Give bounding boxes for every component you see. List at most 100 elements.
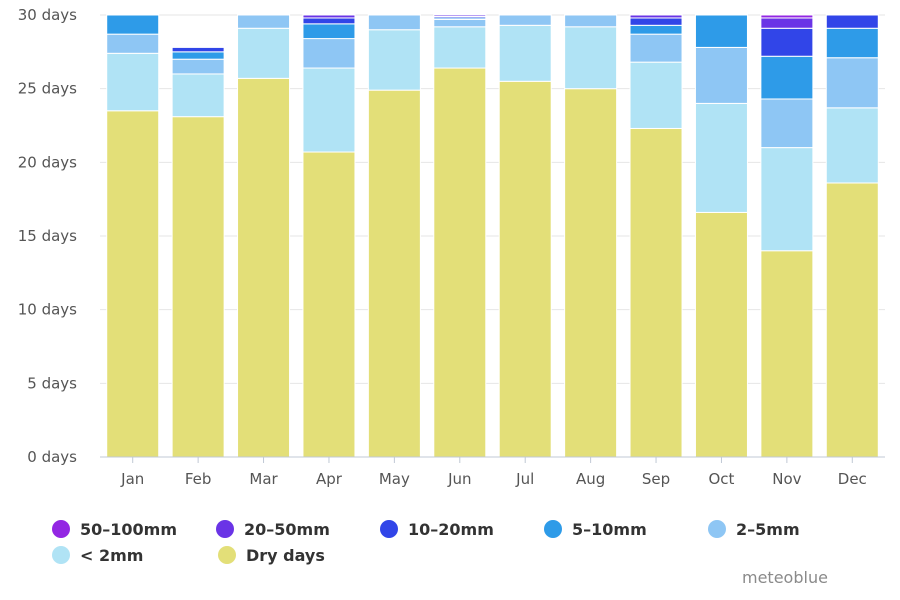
bar-segment <box>629 61 683 129</box>
y-tick-label: 15 days <box>18 227 77 245</box>
legend-color-dot <box>218 546 236 564</box>
bar-segment <box>171 46 225 53</box>
x-tick-label: Jul <box>515 470 534 488</box>
bar-segment <box>760 98 814 149</box>
y-tick-label: 20 days <box>18 153 77 171</box>
x-tick-label: Aug <box>576 470 605 488</box>
x-tick-label: Jun <box>447 470 471 488</box>
x-tick-label: Oct <box>708 470 734 488</box>
bar-segment <box>433 26 487 69</box>
bar-segment <box>629 17 683 26</box>
bar-segment <box>367 14 421 31</box>
bar-segment <box>760 250 814 458</box>
legend-color-dot <box>708 520 726 538</box>
bar-segment <box>171 51 225 60</box>
bar-segment <box>760 147 814 252</box>
legend-item[interactable]: < 2mm <box>52 546 218 565</box>
x-tick-label: Sep <box>642 470 670 488</box>
bar-segment <box>433 18 487 28</box>
bar-segment <box>629 14 683 19</box>
x-tick-label: Mar <box>249 470 278 488</box>
x-tick-label: May <box>379 470 410 488</box>
bar-segment <box>694 102 748 213</box>
credit-text: meteoblue <box>742 568 828 587</box>
bar-segment <box>629 127 683 458</box>
bar-segment <box>106 110 160 458</box>
legend-color-dot <box>380 520 398 538</box>
bar-segment <box>694 211 748 458</box>
legend-color-dot <box>52 520 70 538</box>
bar-segment <box>498 24 552 82</box>
bar-segment <box>629 24 683 35</box>
bar-segment <box>760 27 814 57</box>
bar-segment <box>564 26 618 90</box>
bar-segment <box>302 17 356 25</box>
bar-segment <box>498 14 552 26</box>
bar-segment <box>302 14 356 19</box>
bar-segment <box>825 57 879 109</box>
bar-segment <box>825 27 879 59</box>
bar-segment <box>302 23 356 40</box>
bar-segment <box>302 67 356 153</box>
legend-label: < 2mm <box>80 545 144 565</box>
bar-segment <box>433 67 487 458</box>
bar-segment <box>302 38 356 69</box>
bar-segment <box>825 182 879 458</box>
legend-item[interactable]: 50–100mm <box>52 520 216 539</box>
x-tick-label: Feb <box>185 470 212 488</box>
bar-segment <box>629 33 683 63</box>
legend-item[interactable]: Dry days <box>218 546 384 565</box>
bar-segment <box>106 14 160 35</box>
grid-lines <box>100 14 885 384</box>
bars <box>106 14 879 458</box>
bar-segment <box>171 58 225 75</box>
legend-item[interactable]: 20–50mm <box>216 520 380 539</box>
bar-segment <box>564 88 618 458</box>
bar-segment <box>498 80 552 458</box>
x-tick-label: Nov <box>772 470 801 488</box>
bar-segment <box>564 14 618 28</box>
bar-segment <box>825 107 879 184</box>
legend-label: 20–50mm <box>244 519 330 539</box>
bar-segment <box>825 14 879 29</box>
bar-segment <box>106 52 160 112</box>
legend-item[interactable]: 5–10mm <box>544 520 708 539</box>
bar-segment <box>171 73 225 118</box>
x-tick-label: Apr <box>316 470 343 488</box>
legend-row: < 2mm Dry days <box>52 542 872 568</box>
y-tick-label: 30 days <box>18 6 77 24</box>
y-tick-label: 25 days <box>18 80 77 98</box>
bar-segment <box>237 77 291 458</box>
x-tick-label: Jan <box>120 470 144 488</box>
bar-segment <box>433 14 487 17</box>
legend: 50–100mm 20–50mm 10–20mm 5–10mm 2–5mm < 2mm Dr… <box>52 516 872 568</box>
legend-label: 50–100mm <box>80 519 178 539</box>
bar-segment <box>367 89 421 458</box>
bar-segment <box>760 55 814 100</box>
legend-color-dot <box>216 520 234 538</box>
bar-segment <box>171 116 225 458</box>
y-tick-label: 10 days <box>18 301 77 319</box>
legend-label: 2–5mm <box>736 519 800 539</box>
legend-color-dot <box>544 520 562 538</box>
bar-segment <box>760 14 814 19</box>
bar-segment <box>237 14 291 29</box>
legend-row: 50–100mm 20–50mm 10–20mm 5–10mm 2–5mm <box>52 516 872 542</box>
bar-segment <box>106 33 160 54</box>
x-tick-label: Dec <box>838 470 867 488</box>
y-axis-ticks: 0 days 5 days 10 days 15 days 20 days 25 days… <box>18 6 77 466</box>
bar-segment <box>237 27 291 79</box>
legend-label: Dry days <box>246 545 325 565</box>
legend-label: 10–20mm <box>408 519 494 539</box>
bar-segment <box>760 17 814 29</box>
legend-item[interactable]: 10–20mm <box>380 520 544 539</box>
bar-segment <box>694 14 748 48</box>
y-tick-label: 0 days <box>27 448 77 466</box>
y-tick-label: 5 days <box>27 374 77 392</box>
legend-item[interactable]: 2–5mm <box>708 520 872 539</box>
legend-label: 5–10mm <box>572 519 647 539</box>
bar-segment <box>694 46 748 104</box>
bar-segment <box>367 29 421 91</box>
bar-segment <box>302 151 356 458</box>
